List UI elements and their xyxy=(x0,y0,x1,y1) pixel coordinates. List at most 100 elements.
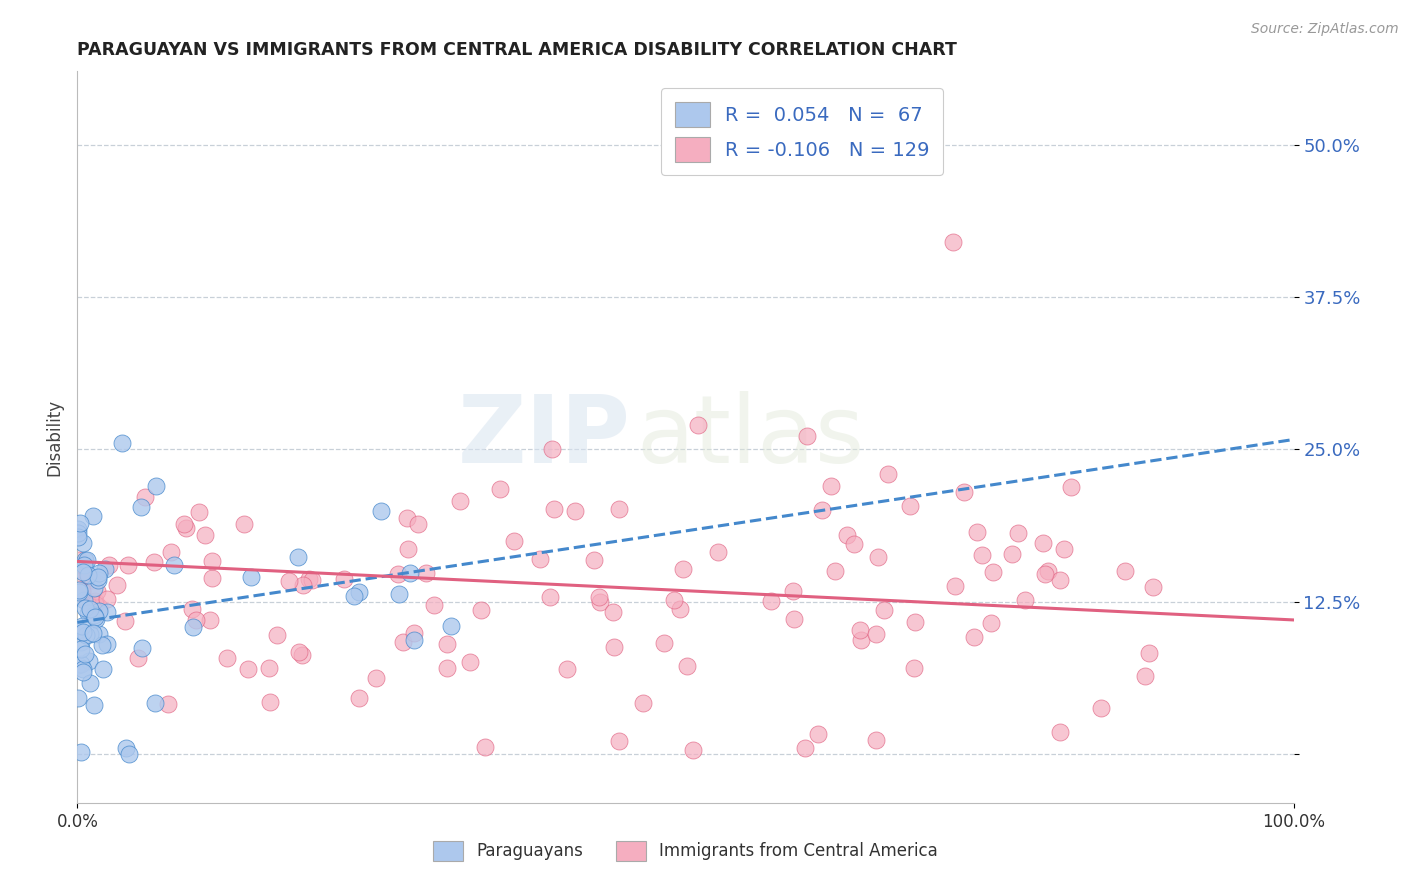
Point xyxy=(540,442,562,457)
Point xyxy=(72,563,94,577)
Point xyxy=(1014,593,1036,607)
Point xyxy=(83,594,105,608)
Point xyxy=(201,553,224,567)
Point xyxy=(1053,542,1076,557)
Point xyxy=(820,479,842,493)
Point xyxy=(76,567,98,582)
Point xyxy=(79,654,101,668)
Point xyxy=(233,516,256,531)
Point xyxy=(707,545,730,559)
Point xyxy=(873,603,896,617)
Point xyxy=(82,508,104,523)
Point xyxy=(184,613,207,627)
Point xyxy=(966,524,988,539)
Point xyxy=(564,504,586,518)
Point xyxy=(391,634,413,648)
Point xyxy=(70,635,93,649)
Point xyxy=(131,641,153,656)
Point xyxy=(83,607,105,622)
Point xyxy=(257,661,280,675)
Point xyxy=(408,516,430,531)
Point xyxy=(291,577,314,591)
Point xyxy=(67,566,90,581)
Point xyxy=(89,626,111,640)
Point xyxy=(436,637,458,651)
Point xyxy=(70,745,93,759)
Point xyxy=(415,566,437,581)
Point xyxy=(69,657,91,671)
Point xyxy=(73,593,96,607)
Point xyxy=(842,537,865,551)
Point xyxy=(66,525,89,540)
Point xyxy=(75,601,97,615)
Point xyxy=(602,605,624,619)
Point xyxy=(70,558,93,572)
Point xyxy=(114,615,136,629)
Point xyxy=(75,553,97,567)
Text: atlas: atlas xyxy=(637,391,865,483)
Point xyxy=(291,648,314,662)
Point xyxy=(849,623,872,637)
Text: ZIP: ZIP xyxy=(458,391,631,483)
Point xyxy=(543,502,565,516)
Point xyxy=(83,698,105,712)
Point xyxy=(105,578,128,592)
Point xyxy=(76,553,98,567)
Point xyxy=(83,582,105,596)
Point xyxy=(69,516,91,530)
Point xyxy=(347,690,370,705)
Point xyxy=(364,671,387,685)
Point xyxy=(387,566,409,581)
Point xyxy=(176,521,198,535)
Point xyxy=(79,676,101,690)
Text: Source: ZipAtlas.com: Source: ZipAtlas.com xyxy=(1251,22,1399,37)
Point xyxy=(266,628,288,642)
Point xyxy=(77,569,100,583)
Point xyxy=(807,726,830,740)
Point xyxy=(1049,724,1071,739)
Point xyxy=(93,562,115,576)
Point xyxy=(1049,574,1071,588)
Point xyxy=(682,743,704,757)
Point xyxy=(980,616,1002,631)
Point xyxy=(395,511,418,525)
Point xyxy=(811,503,834,517)
Point xyxy=(129,500,152,514)
Point xyxy=(96,591,118,606)
Point xyxy=(793,741,815,756)
Point xyxy=(607,733,630,747)
Point xyxy=(96,605,118,619)
Point xyxy=(540,590,562,604)
Point xyxy=(1007,525,1029,540)
Point xyxy=(1135,668,1157,682)
Point xyxy=(76,606,98,620)
Point xyxy=(194,527,217,541)
Point xyxy=(97,558,120,572)
Point xyxy=(824,565,846,579)
Point xyxy=(76,595,98,609)
Point xyxy=(67,553,90,567)
Point xyxy=(73,647,96,661)
Point xyxy=(66,530,89,544)
Point xyxy=(145,479,167,493)
Point xyxy=(387,587,409,601)
Text: PARAGUAYAN VS IMMIGRANTS FROM CENTRAL AMERICA DISABILITY CORRELATION CHART: PARAGUAYAN VS IMMIGRANTS FROM CENTRAL AM… xyxy=(77,41,957,59)
Point xyxy=(173,517,195,532)
Point xyxy=(449,494,471,508)
Point xyxy=(396,542,419,557)
Point xyxy=(474,740,496,755)
Point xyxy=(277,574,299,588)
Point xyxy=(67,522,90,536)
Point xyxy=(66,690,89,705)
Point xyxy=(669,601,692,615)
Point xyxy=(470,603,492,617)
Point xyxy=(96,637,118,651)
Point xyxy=(301,573,323,587)
Point xyxy=(898,500,921,514)
Point xyxy=(72,661,94,675)
Point xyxy=(142,555,165,569)
Point xyxy=(188,505,211,519)
Point xyxy=(555,662,578,676)
Point xyxy=(111,436,134,450)
Point xyxy=(70,559,93,574)
